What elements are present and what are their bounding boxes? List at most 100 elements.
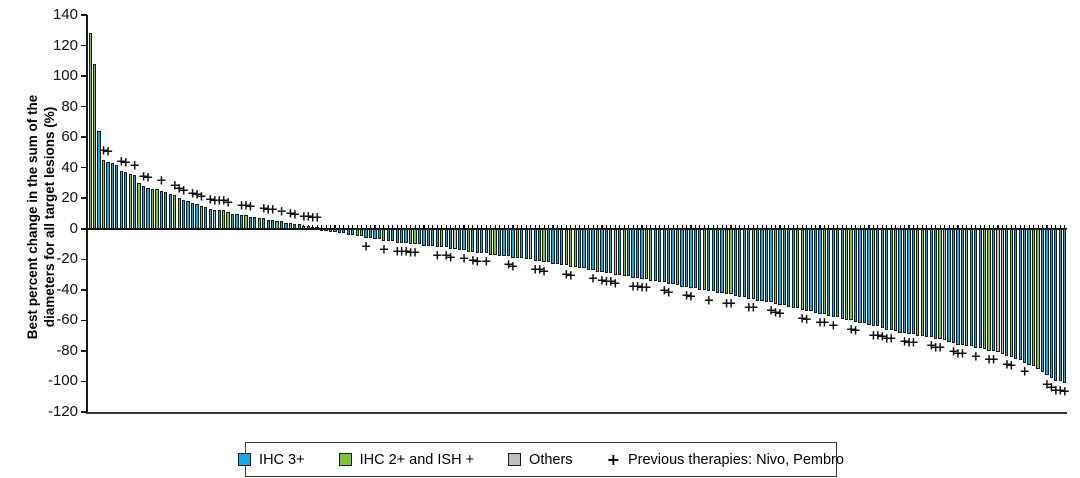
bar [1040,228,1045,373]
patient-baseline-tick [463,225,465,229]
bar [413,228,417,245]
bar [262,218,266,229]
patient-baseline-tick [841,225,843,229]
y-axis-line [86,15,88,412]
patient-baseline-tick [392,225,394,229]
bar [938,228,942,339]
bar [266,219,270,229]
bar [284,222,288,229]
patient-baseline-tick [984,225,986,229]
patient-baseline-tick [588,225,590,229]
bar [133,175,137,229]
bar [876,228,880,327]
patient-baseline-tick [726,225,728,229]
bar [448,228,453,249]
bar [257,218,261,229]
prev-therapy-plus-marker: + [178,183,190,199]
bar [644,228,649,280]
patient-baseline-tick [850,225,852,229]
bar [453,228,457,249]
bar [124,172,128,229]
prev-therapy-plus-marker: + [609,276,621,292]
patient-baseline-tick [1050,225,1052,229]
patient-baseline-tick [347,225,349,229]
bar [773,228,778,304]
patient-baseline-tick [1010,225,1012,229]
bar [573,228,577,267]
y-axis-tick-label: -80 [56,341,78,359]
patient-baseline-tick [979,225,981,229]
patient-baseline-tick [614,225,616,229]
bar [1036,228,1040,370]
bar [693,228,697,289]
patient-baseline-tick [499,225,501,229]
patient-baseline-tick [387,225,389,229]
plot-area: 140 120 100 80 60 40 20 0 -20 -40 -60 -80 -100 -120 + +… [48,6,1071,420]
patient-baseline-tick [944,225,946,229]
bar [542,228,546,263]
bar [845,228,849,321]
patient-baseline-tick [583,225,585,229]
prev-therapy-plus-marker: + [218,193,230,209]
bar [600,228,604,272]
bar [898,228,902,333]
bar [422,228,426,246]
bar [698,228,702,290]
patient-baseline-tick [988,225,990,229]
zero-baseline [88,228,1067,230]
patient-baseline-tick [681,225,683,229]
bar [738,228,742,298]
patient-baseline-tick [561,225,563,229]
patient-baseline-tick [1006,225,1008,229]
patient-baseline-tick [1024,225,1026,229]
patient-baseline-tick [721,225,723,229]
prev-therapy-plus-marker: + [258,201,270,217]
patient-baseline-tick [797,225,799,229]
prev-therapy-plus-marker: + [1059,384,1071,400]
prev-therapy-plus-marker: + [396,244,408,260]
prev-therapy-plus-marker: + [934,340,946,356]
prev-therapy-plus-marker: + [173,181,185,197]
prev-therapy-plus-marker: + [641,280,652,296]
patient-baseline-tick [770,225,772,229]
bar [729,228,733,295]
patient-baseline-tick [846,225,848,229]
patient-baseline-tick [788,225,790,229]
patient-baseline-tick [530,225,532,229]
bar [489,228,493,255]
patient-baseline-tick [659,225,661,229]
prev-therapy-plus-marker: + [471,254,483,270]
prev-therapy-plus-marker: + [876,329,888,345]
bar [137,182,141,229]
patient-baseline-tick [939,225,941,229]
prev-therapy-plus-marker: + [276,204,288,220]
patient-baseline-tick [730,225,732,229]
bar [867,228,871,325]
prev-therapy-plus-marker: + [311,210,323,226]
bar [306,225,310,229]
bar [564,228,568,266]
bar [609,228,613,274]
y-axis-tick-label: -120 [47,403,78,420]
bar [760,228,764,301]
prev-therapy-plus-marker: + [952,346,964,362]
patient-baseline-tick [637,225,639,229]
bar [796,228,800,309]
patient-baseline-tick [641,225,643,229]
bar [911,228,916,335]
prev-therapy-plus-marker: + [445,250,457,266]
bar [97,131,101,229]
patient-baseline-tick [832,225,834,229]
prev-therapy-plus-marker: + [529,262,541,278]
patient-baseline-tick [432,225,434,229]
prev-therapy-plus-marker: + [703,293,715,309]
patient-baseline-tick [1064,225,1066,229]
patient-baseline-tick [316,225,318,229]
prev-therapy-plus-marker: + [507,259,519,275]
bar [408,228,413,245]
patient-baseline-tick [993,225,995,229]
prev-therapy-plus-marker: + [307,210,319,226]
bar [141,186,146,229]
prev-therapy-plus-marker: + [467,253,479,269]
patient-baseline-tick [734,225,737,229]
